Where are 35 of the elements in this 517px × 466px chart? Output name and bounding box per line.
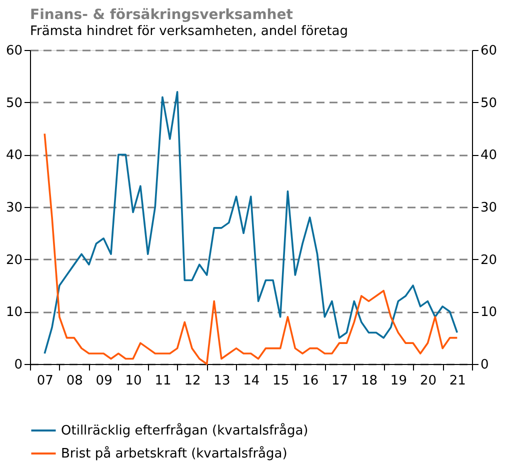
chart-title: Finans- & försäkringsverksamhet: [30, 7, 294, 23]
x-tick-label: 15: [272, 374, 290, 388]
y-tick-label: 0: [14, 358, 22, 372]
x-tick-label: 19: [390, 374, 407, 388]
legend-label: Brist på arbetskraft (kvartalsfråga): [61, 446, 288, 462]
x-tick-label: 14: [243, 374, 260, 388]
x-tick-label: 10: [125, 374, 142, 388]
y2-tick-label: 0: [480, 358, 489, 372]
y-tick-label: 30: [6, 200, 22, 216]
y-tick-label: 50: [6, 96, 22, 111]
y-tick-label: 60: [6, 44, 22, 58]
y-tick-label: 20: [6, 252, 22, 268]
y2-tick-label: 30: [480, 200, 498, 216]
x-tick-label: 08: [66, 374, 83, 388]
x-tick-label: 17: [332, 374, 348, 388]
x-tick-label: 21: [449, 374, 466, 388]
x-tick-label: 13: [214, 374, 230, 388]
y2-tick-label: 50: [480, 96, 498, 111]
y2-tick-label: 20: [480, 252, 498, 268]
x-tick-label: 20: [420, 374, 436, 388]
line-series: [44, 132, 458, 365]
legend-label: Otillräcklig efterfrågan (kvartalsfråga): [61, 422, 308, 438]
chart-subtitle: Främsta hindret för verksamheten, andel företag: [30, 24, 348, 39]
y-tick-label: 10: [6, 305, 22, 320]
x-tick-label: 09: [96, 374, 112, 388]
y2-tick-label: 60: [480, 44, 498, 58]
y-tick-label: 40: [6, 148, 22, 164]
x-tick-label: 18: [360, 374, 378, 388]
x-tick-label: 07: [36, 374, 54, 388]
x-tick-label: 12: [184, 374, 201, 388]
x-tick-label: 11: [154, 374, 172, 388]
x-tick-label: 16: [302, 374, 319, 388]
y2-tick-label: 10: [480, 305, 498, 320]
line-series: [44, 90, 458, 354]
y2-tick-label: 40: [480, 148, 498, 164]
